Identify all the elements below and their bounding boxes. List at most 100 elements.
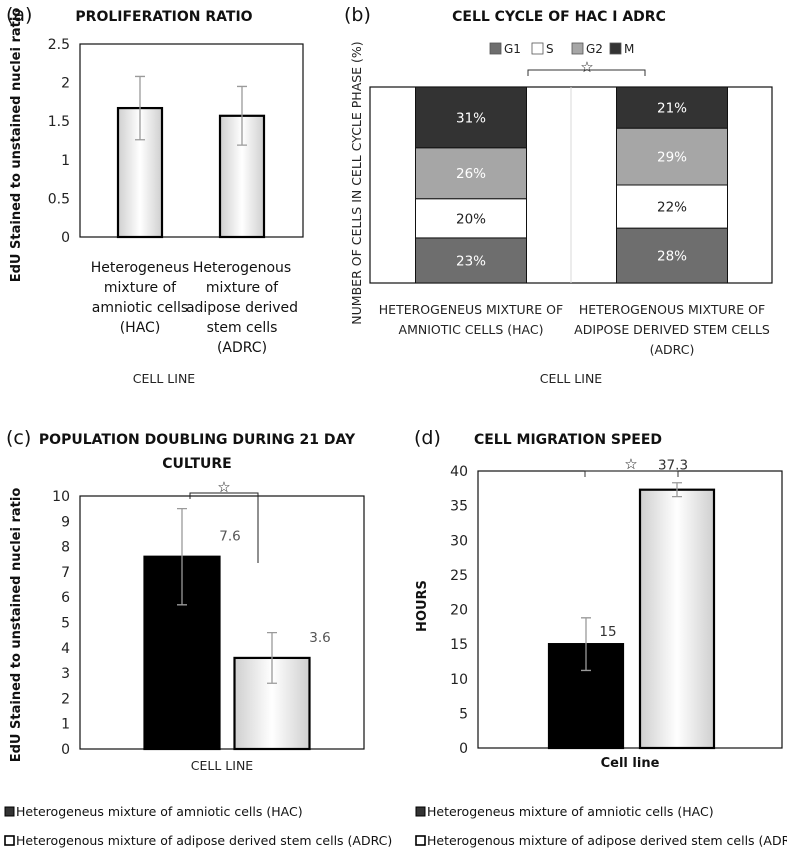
panel-c-y-tick-10: 10 <box>52 489 70 505</box>
panel-b-significance-bracket: ☆ <box>527 58 646 76</box>
panel-a-y-tick-1: 0.5 <box>48 191 70 207</box>
panel-d-y-tick-8: 40 <box>450 464 468 480</box>
panel-c-title-line-1: POPULATION DOUBLING DURING 21 DAY <box>39 432 356 448</box>
panel-a-y-tick-4: 2 <box>61 76 70 92</box>
panel-b-data-label-1-G1: 28% <box>657 249 687 265</box>
panel-d-significance-star: ☆ <box>624 455 637 473</box>
panel-d-y-tick-2: 10 <box>450 672 468 688</box>
panel-c-legend-swatch-hac <box>4 806 15 817</box>
panel-a-letter: (a) <box>6 4 32 26</box>
panel-c-y-tick-7: 7 <box>61 565 70 581</box>
panel-a-y-tick-5: 2.5 <box>48 37 70 53</box>
panel-b-category-0-line-1: AMNIOTIC CELLS (HAC) <box>399 322 544 337</box>
panel-c-data-label-1: 3.6 <box>309 630 330 646</box>
panel-c-y-tick-8: 8 <box>61 540 70 556</box>
panel-c-y-tick-4: 4 <box>61 641 70 657</box>
panel-c-data-label-0: 7.6 <box>219 529 240 545</box>
panel-b-data-label-0-S: 20% <box>456 211 486 227</box>
panel-b-legend: G1 S G2 M <box>489 42 634 56</box>
panel-a-category-1-line-1: mixture of <box>206 280 279 296</box>
panel-c-legend: Heterogeneus mixture of amniotic cells (… <box>4 804 392 848</box>
panel-d-y-tick-6: 30 <box>450 533 468 549</box>
panel-b-bar-0-G1 <box>415 237 527 284</box>
panel-d-y-axis-title: HOURS <box>415 580 430 632</box>
panel-a-category-0-line-1: mixture of <box>104 280 177 296</box>
panel-b-bar-1-M <box>616 86 728 129</box>
panel-a-y-tick-3: 1.5 <box>48 114 70 130</box>
panel-d-error-bar-1 <box>672 482 682 498</box>
panel-b-title: CELL CYCLE OF HAC I ADRC <box>452 9 666 25</box>
panel-b-significance-star: ☆ <box>580 58 593 76</box>
panel-b-legend-swatch-M <box>609 42 622 55</box>
panel-a-category-1-line-3: stem cells <box>207 320 278 336</box>
panel-a-title: PROLIFERATION RATIO <box>75 9 252 25</box>
panel-b-legend-swatch-G1 <box>489 42 502 55</box>
panel-c-legend-swatch-adrc <box>4 835 15 846</box>
panel-b-legend-S: S <box>546 42 554 56</box>
panel-b-legend-M: M <box>624 42 634 56</box>
panel-c-x-axis-title: CELL LINE <box>191 758 254 773</box>
panel-c-error-bar-1 <box>267 631 277 684</box>
panel-a-proliferation-ratio: (a) PROLIFERATION RATIO 0 0.5 1 1.5 2 2.5 Het… <box>6 4 304 386</box>
panel-c-y-tick-6: 6 <box>61 590 70 606</box>
panel-b-category-1-line-2: (ADRC) <box>650 342 695 357</box>
panel-d-legend-swatch-hac <box>415 806 426 817</box>
panel-c-y-tick-0: 0 <box>61 742 70 758</box>
panel-b-data-label-0-M: 31% <box>456 110 486 126</box>
panel-c-y-tick-3: 3 <box>61 666 70 682</box>
panel-c-y-tick-5: 5 <box>61 616 70 632</box>
panel-b-legend-G1: G1 <box>504 42 521 56</box>
panel-b-cell-cycle: (b) CELL CYCLE OF HAC I ADRC G1 S G2 M ☆ 23… <box>344 4 773 386</box>
panel-d-plot-area <box>477 470 783 749</box>
panel-d-error-bar-0 <box>581 617 591 672</box>
panel-c-population-doubling: (c) POPULATION DOUBLING DURING 21 DAY CU… <box>4 427 392 848</box>
panel-c-y-tick-9: 9 <box>61 514 70 530</box>
panel-d-legend-adrc: Heterogenous mixture of adipose derived … <box>427 833 787 848</box>
panel-a-category-1-line-0: Heterogenous <box>193 260 291 276</box>
panel-b-data-label-1-G2: 29% <box>657 150 687 166</box>
panel-d-data-label-1: 37.3 <box>658 458 688 474</box>
panel-c-y-tick-2: 2 <box>61 691 70 707</box>
panel-b-category-1-line-1: ADIPOSE DERIVED STEM CELLS <box>574 322 770 337</box>
panel-d-y-tick-5: 25 <box>450 568 468 584</box>
panel-b-y-axis-title: NUMBER OF CELLS IN CELL CYCLE PHASE (%) <box>349 41 364 324</box>
panel-a-y-tick-2: 1 <box>61 153 70 169</box>
panel-c-y-axis-title: EdU Stained to unstained nuclei ratio <box>9 488 24 763</box>
panel-b-legend-swatch-G2 <box>571 42 584 55</box>
panel-a-y-tick-0: 0 <box>61 230 70 246</box>
panel-d-y-tick-7: 35 <box>450 499 468 515</box>
panel-d-y-tick-3: 15 <box>450 637 468 653</box>
panel-a-plot-area <box>79 43 304 238</box>
panel-c-legend-hac: Heterogeneus mixture of amniotic cells (… <box>16 804 303 819</box>
panel-b-data-label-0-G1: 23% <box>456 253 486 269</box>
panel-d-legend: Heterogeneus mixture of amniotic cells (… <box>415 804 787 848</box>
panel-d-legend-hac: Heterogeneus mixture of amniotic cells (… <box>427 804 714 819</box>
panel-a-category-1-line-4: (ADRC) <box>217 340 267 356</box>
panel-a-category-1-line-2: adipose derived <box>186 300 298 316</box>
panel-b-data-label-1-S: 22% <box>657 200 687 216</box>
panel-b-data-label-1-M: 21% <box>657 101 687 117</box>
panel-d-x-axis-title: Cell line <box>601 756 660 771</box>
panel-c-y-tick-1: 1 <box>61 717 70 733</box>
panel-d-migration-speed: (d) CELL MIGRATION SPEED 0 5 10 15 20 25 30 35 4… <box>414 427 787 848</box>
panel-c-significance-bracket: ☆ <box>189 478 259 563</box>
panel-b-letter: (b) <box>344 4 371 26</box>
panel-b-category-1-line-0: HETEROGENOUS MIXTURE OF <box>579 302 765 317</box>
panel-a-error-bar-0 <box>135 75 145 141</box>
panel-a-y-axis-title: EdU Stained to unstained nuclei ratio <box>9 8 24 283</box>
panel-d-y-tick-4: 20 <box>450 603 468 619</box>
panel-a-category-0-line-0: Heterogeneus <box>91 260 189 276</box>
panel-d-letter: (d) <box>414 427 441 449</box>
panel-b-bar-0-G2 <box>415 147 527 200</box>
panel-a-category-0-line-2: amniotic cells <box>92 300 188 316</box>
panel-c-letter: (c) <box>6 427 31 449</box>
panel-b-x-axis-title: CELL LINE <box>540 371 603 386</box>
panel-c-error-bar-0 <box>177 508 187 606</box>
panel-a-error-bar-1 <box>237 85 247 146</box>
panel-b-bar-1-G1 <box>616 227 728 284</box>
panel-b-bar-1-G2 <box>616 127 728 186</box>
panel-d-significance-bracket: ☆ <box>584 455 679 477</box>
panel-a-x-axis-title: CELL LINE <box>133 371 196 386</box>
panel-b-bar-0-S <box>415 198 527 239</box>
